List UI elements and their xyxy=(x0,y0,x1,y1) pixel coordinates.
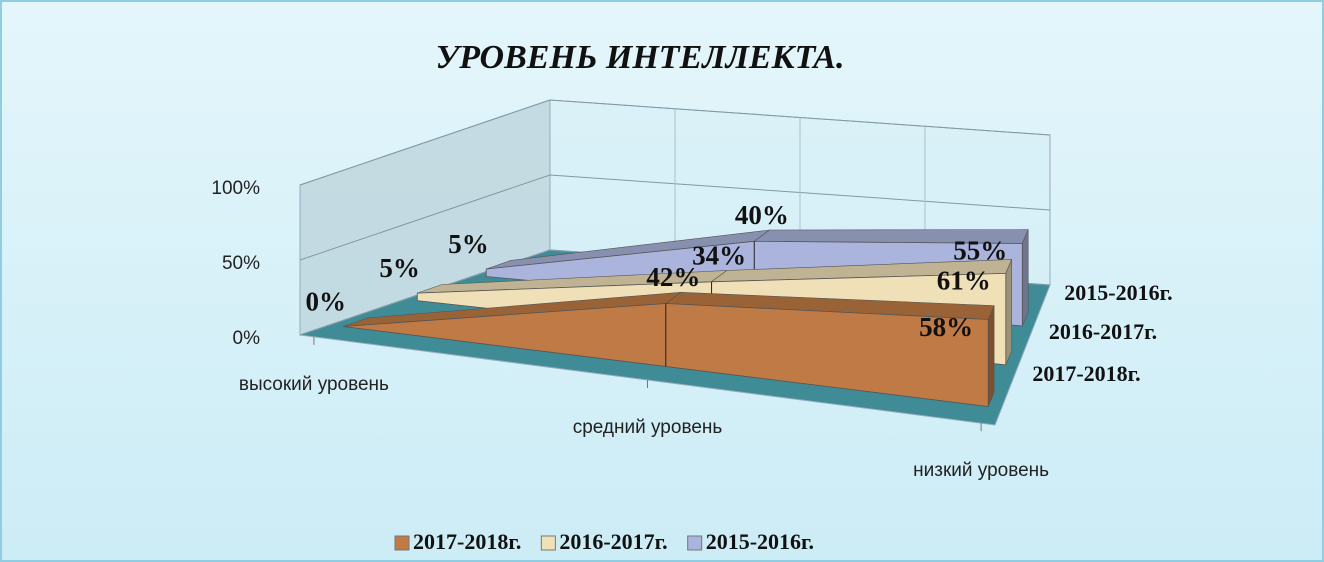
depth-label: 2016-2017г. xyxy=(1049,319,1157,344)
value-label: 42% xyxy=(646,262,700,292)
x-tick-label: низкий уровень xyxy=(913,460,1049,481)
value-label: 61% xyxy=(937,266,991,296)
value-label: 40% xyxy=(735,200,789,230)
area-side xyxy=(1021,229,1029,327)
value-label: 5% xyxy=(448,229,489,259)
legend-swatch xyxy=(687,535,703,551)
legend-swatch xyxy=(394,535,410,551)
legend-swatch xyxy=(540,535,556,551)
value-label: 34% xyxy=(692,240,746,270)
legend-label: 2015-2016г. xyxy=(706,529,814,554)
value-label: 0% xyxy=(305,286,346,316)
grid-line xyxy=(299,174,1051,261)
x-tick-label: средний уровень xyxy=(573,417,723,438)
area-side xyxy=(987,305,995,407)
grid-line xyxy=(299,99,1051,186)
y-tick-label: 0% xyxy=(233,328,261,349)
value-label: 58% xyxy=(919,312,973,342)
chart-title: УРОВЕНЬ ИНТЕЛЛЕКТА. xyxy=(436,39,845,76)
x-tick-label: высокий уровень xyxy=(239,374,389,395)
depth-label: 2015-2016г. xyxy=(1064,280,1172,305)
y-tick-label: 100% xyxy=(211,178,260,199)
depth-label: 2017-2018г. xyxy=(1032,361,1140,386)
y-tick-label: 50% xyxy=(222,253,260,274)
area-side xyxy=(1005,259,1013,366)
value-label: 5% xyxy=(379,253,420,283)
legend-label: 2017-2018г. xyxy=(413,529,521,554)
legend-label: 2016-2017г. xyxy=(559,529,667,554)
